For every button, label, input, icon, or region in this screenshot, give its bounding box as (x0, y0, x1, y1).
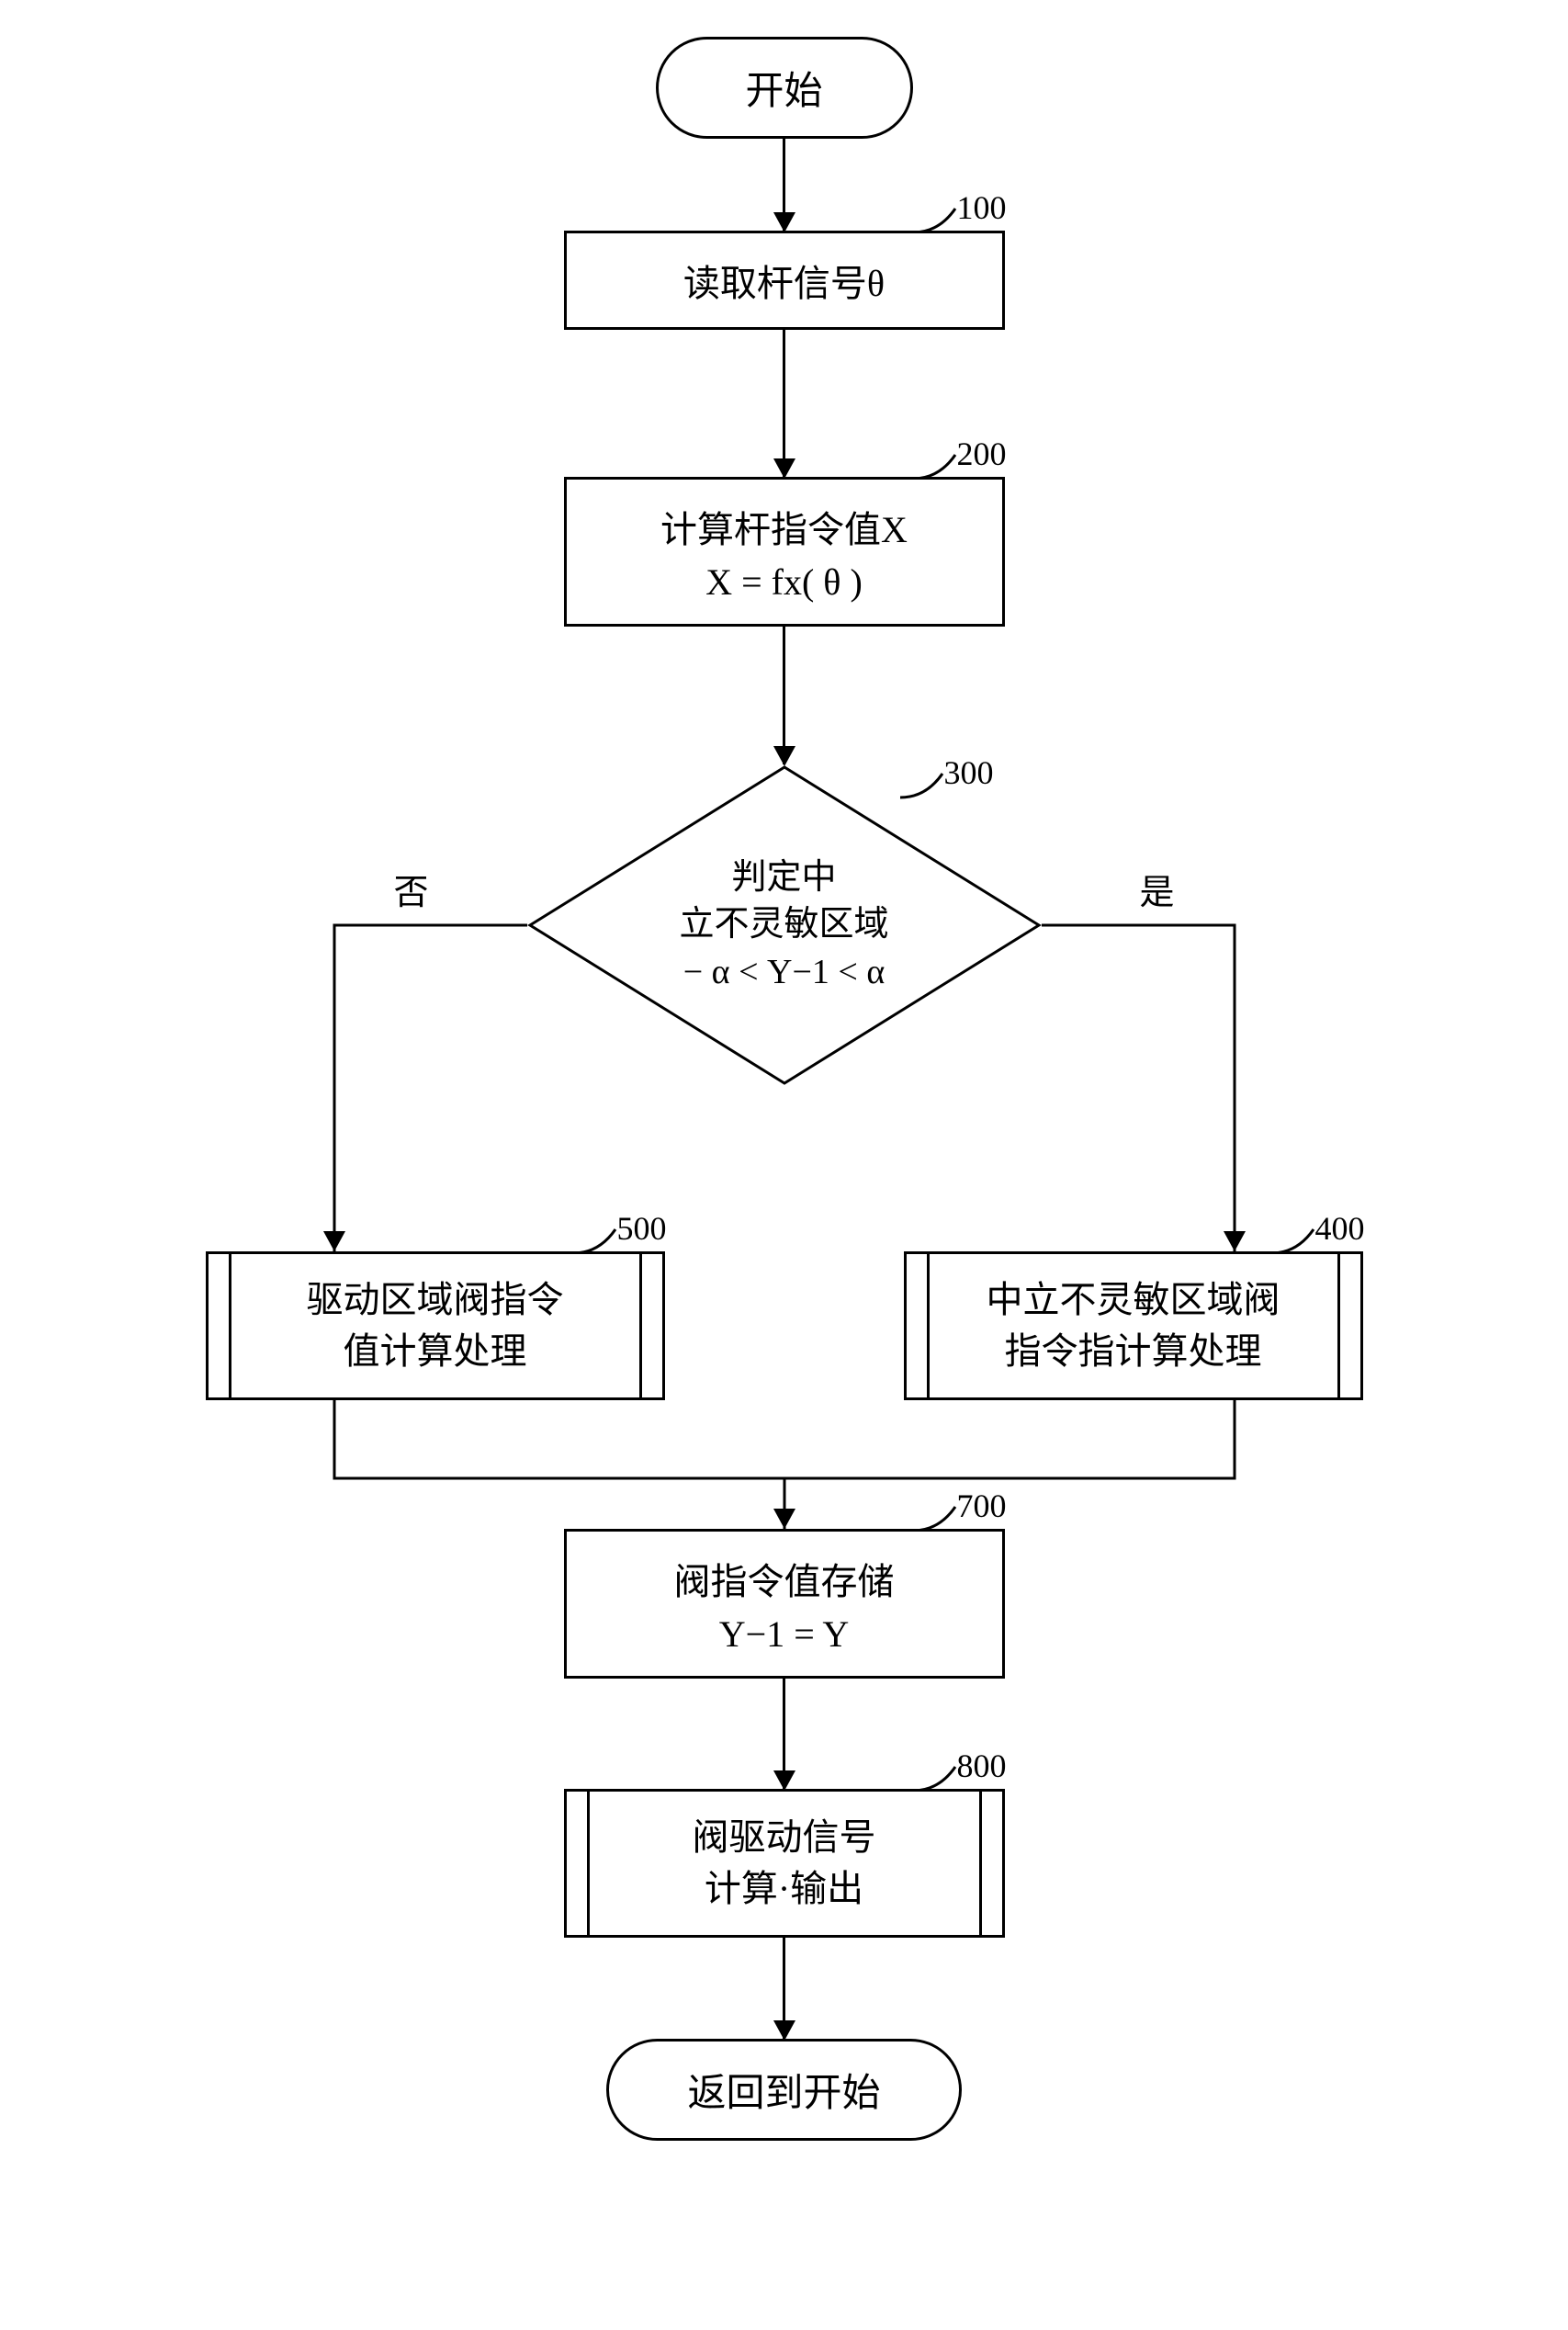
node-700-wrap: 700 阀指令值存储 Y−1 = Y (564, 1529, 1005, 1679)
subprocess-800: 阀驱动信号 计算·输出 (564, 1789, 1005, 1938)
branch-split-area (86, 1086, 1483, 1251)
node-400-wrap: 400 中立不灵敏区域阀 指令指计算处理 (904, 1251, 1363, 1400)
branch-merge-svg (86, 1400, 1483, 1529)
node-100-wrap: 100 读取杆信号θ (564, 231, 1005, 330)
node-200-wrap: 200 计算杆指令值X X = fx( θ ) (564, 477, 1005, 627)
process-700-line1: 阀指令值存储 (617, 1552, 952, 1605)
start-label: 开始 (745, 71, 822, 113)
subprocess-400: 中立不灵敏区域阀 指令指计算处理 (904, 1251, 1363, 1400)
process-200: 计算杆指令值X X = fx( θ ) (564, 477, 1005, 627)
flowchart-container: 开始 100 读取杆信号θ 200 计算杆指令值X X = fx( θ ) (50, 37, 1519, 2141)
subprocess-500: 驱动区域阀指令 值计算处理 (206, 1251, 665, 1400)
subprocess-800-line1: 阀驱动信号 (604, 1812, 965, 1863)
subprocess-500-line1: 驱动区域阀指令 (245, 1274, 626, 1326)
label-400: 400 (1315, 1209, 1365, 1248)
decision-line1: 判定中 (679, 854, 888, 901)
branch-row: 500 驱动区域阀指令 值计算处理 400 中立不灵敏区域阀 指令指计算处 (86, 1251, 1483, 1400)
arrow-200-300 (783, 627, 785, 764)
branch-col-left: 500 驱动区域阀指令 值计算处理 (86, 1251, 784, 1400)
process-100: 读取杆信号θ (564, 231, 1005, 330)
node-300-wrap: 300 判定中 立不灵敏区域 − α < Y−1 < α 否 是 (50, 764, 1519, 1086)
arrow-800-end (783, 1938, 785, 2039)
label-100: 100 (957, 188, 1007, 227)
process-700: 阀指令值存储 Y−1 = Y (564, 1529, 1005, 1679)
end-terminator: 返回到开始 (606, 2039, 961, 2141)
label-500: 500 (617, 1209, 667, 1248)
arrow-700-800 (783, 1679, 785, 1789)
label-200: 200 (957, 435, 1007, 473)
subprocess-400-line1: 中立不灵敏区域阀 (943, 1274, 1324, 1326)
arrow-start-100 (783, 139, 785, 231)
process-100-text: 读取杆信号θ (617, 254, 952, 307)
subprocess-400-line2: 指令指计算处理 (943, 1326, 1324, 1377)
process-200-line1: 计算杆指令值X (617, 500, 952, 553)
process-700-line2: Y−1 = Y (617, 1612, 952, 1656)
branch-merge-area (86, 1400, 1483, 1529)
node-800-wrap: 800 阀驱动信号 计算·输出 (564, 1789, 1005, 1938)
subprocess-800-line2: 计算·输出 (604, 1863, 965, 1915)
end-label: 返回到开始 (687, 2073, 880, 2115)
decision-300-text: 判定中 立不灵敏区域 − α < Y−1 < α (679, 854, 888, 996)
branch-col-right: 400 中立不灵敏区域阀 指令指计算处理 (784, 1251, 1483, 1400)
label-800: 800 (957, 1747, 1007, 1785)
node-500-wrap: 500 驱动区域阀指令 值计算处理 (206, 1251, 665, 1400)
branch-label-no: 否 (394, 864, 429, 914)
arrow-100-200 (783, 330, 785, 477)
decision-line2: 立不灵敏区域 (679, 901, 888, 948)
process-200-line2: X = fx( θ ) (617, 560, 952, 604)
subprocess-500-line2: 值计算处理 (245, 1326, 626, 1377)
decision-line3: − α < Y−1 < α (679, 949, 888, 996)
start-terminator: 开始 (656, 37, 913, 139)
label-700: 700 (957, 1487, 1007, 1525)
branch-label-yes: 是 (1139, 864, 1174, 914)
decision-300: 300 判定中 立不灵敏区域 − α < Y−1 < α 否 是 (527, 764, 1042, 1086)
branch-split-svg (86, 1086, 1483, 1251)
